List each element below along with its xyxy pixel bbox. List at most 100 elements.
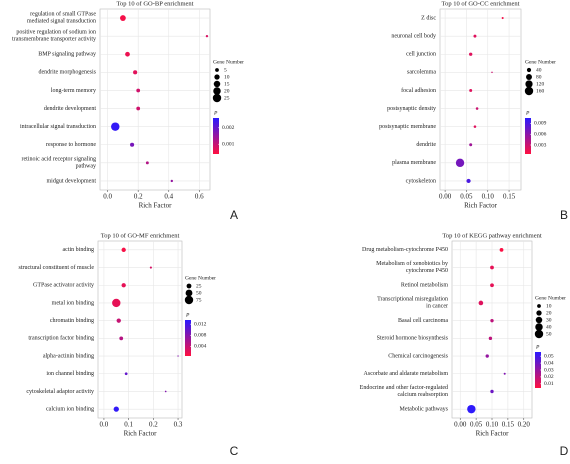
bubble: [121, 283, 126, 288]
bubble: [469, 143, 473, 147]
size-legend-label: 25: [196, 283, 202, 289]
size-legend-key: [213, 80, 221, 88]
size-legend-label: 10: [546, 303, 552, 309]
x-tick-label: 0.6: [195, 193, 204, 201]
size-legend-key: [535, 316, 543, 324]
bubble: [170, 179, 173, 183]
color-legend-title: P: [185, 312, 190, 318]
size-legend-label: 160: [536, 88, 545, 94]
color-tick-label: 0.02: [544, 374, 554, 380]
color-tick-label: 0.04: [544, 360, 554, 366]
size-legend-label: 80: [536, 74, 542, 80]
y-tick-label: focal adhesion: [401, 87, 436, 94]
y-tick-label: cytoskeletal adaptor activity: [26, 389, 94, 395]
size-legend-title: Gene Number: [185, 275, 216, 281]
bubble: [473, 125, 477, 128]
y-tick-label: Chemical carcinogenesis: [388, 353, 448, 359]
bubble: [503, 372, 506, 375]
y-tick-label: chromatin binding: [50, 318, 94, 324]
bubble: [133, 70, 138, 75]
bubble: [490, 283, 494, 288]
bubble: [490, 318, 494, 323]
size-legend-key: [214, 74, 220, 80]
y-tick-label: cell junction: [406, 52, 436, 58]
y-tick-label: dendrite development: [44, 106, 96, 112]
bubble: [488, 336, 493, 341]
size-legend-key: [186, 283, 192, 289]
size-legend-key: [185, 289, 193, 297]
size-legend-key: [524, 86, 534, 96]
bubble: [111, 122, 120, 131]
y-tick-label: actin binding: [63, 247, 95, 253]
color-legend-title: P: [525, 110, 530, 116]
x-tick-label: 0.20: [518, 421, 531, 429]
color-tick-label: 0.008: [194, 332, 207, 338]
x-tick-label: 0.15: [503, 193, 516, 201]
y-tick-label: postsynaptic membrane: [379, 124, 436, 130]
size-legend-key: [526, 74, 532, 80]
size-legend-label: 50: [546, 331, 552, 337]
bubble: [177, 355, 179, 357]
color-tick-label: 0.05: [544, 353, 554, 359]
size-legend-label: 75: [196, 297, 202, 303]
color-tick-label: 0.01: [544, 381, 554, 387]
y-tick-label: BMP signaling pathway: [38, 52, 96, 58]
y-tick-label: GTPase activator activity: [33, 283, 94, 289]
size-legend-label: 120: [536, 81, 545, 87]
color-tick-label: 0.03: [544, 367, 554, 373]
bubble: [149, 266, 152, 269]
size-legend-title: Gene Number: [535, 295, 566, 301]
size-legend-label: 15: [224, 81, 230, 87]
bubble: [164, 390, 167, 393]
plot-area: [439, 8, 522, 191]
y-tick-label: Metabolism of xenobiotics by cytochrome P…: [376, 260, 448, 274]
y-tick-label: neuronal cell body: [391, 34, 436, 40]
bubble: [130, 142, 135, 147]
color-tick-label: 0.003: [534, 142, 547, 148]
color-tick-label: 0.001: [222, 141, 235, 147]
color-bar: [535, 352, 541, 388]
x-axis-label: Rich Factor: [124, 430, 158, 438]
size-legend-key: [535, 323, 543, 331]
bubble: [469, 52, 473, 56]
panel-title: Top 10 of KEGG pathway enrichment: [442, 232, 542, 239]
x-tick-label: 0.0: [100, 421, 109, 429]
size-legend-label: 20: [546, 310, 552, 316]
bubble: [125, 51, 130, 57]
x-tick-label: 0.00: [439, 193, 452, 201]
y-tick-label: Ascorbate and aldarate metabolism: [364, 371, 449, 377]
size-legend-label: 25: [224, 95, 230, 101]
bubble: [490, 265, 494, 270]
x-axis-label: Rich Factor: [464, 202, 498, 210]
bubble: [145, 161, 149, 165]
size-legend-key: [526, 67, 532, 73]
size-legend-key: [536, 310, 542, 316]
plot-area: [97, 240, 183, 419]
x-tick-label: 0.3: [174, 421, 183, 429]
y-tick-label: Drug metabolism-cytochrome P450: [362, 247, 448, 253]
color-tick-label: 0.009: [534, 121, 547, 127]
x-tick-label: 0.15: [502, 421, 515, 429]
y-tick-label: plasma membrane: [392, 160, 436, 166]
bubble: [473, 34, 477, 38]
bubble: [113, 406, 119, 412]
bubble: [485, 354, 489, 358]
x-tick-label: 0.2: [134, 193, 143, 201]
x-tick-label: 0.2: [149, 421, 158, 429]
y-tick-label: intracellular signal transduction: [20, 124, 96, 130]
panel-letter: A: [230, 208, 238, 222]
color-legend-title: P: [535, 344, 540, 350]
bubble: [478, 300, 484, 306]
size-legend-label: 40: [546, 324, 552, 330]
y-tick-label: regulation of small GTPase mediated signa…: [27, 11, 96, 25]
color-tick-label: 0.002: [222, 125, 235, 131]
bubble: [112, 298, 121, 308]
y-tick-label: Retinol metabolism: [401, 283, 448, 289]
bubble: [136, 106, 141, 111]
size-legend-key: [213, 87, 221, 95]
x-tick-label: 0.0: [103, 193, 112, 201]
size-legend-label: 5: [224, 67, 227, 73]
bubble: [455, 158, 465, 168]
